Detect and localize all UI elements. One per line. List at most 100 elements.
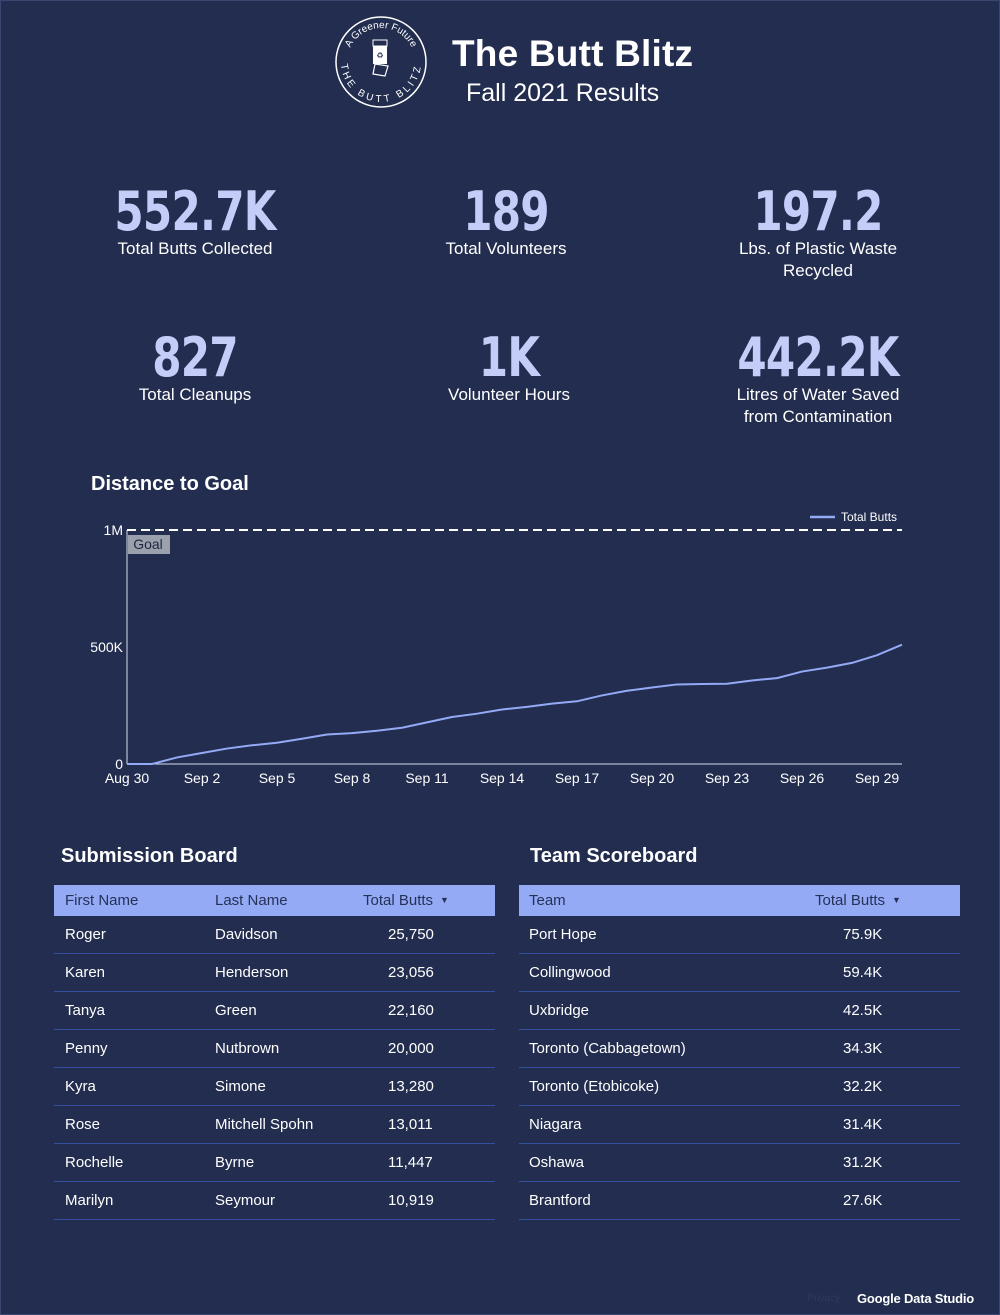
- table-cell: Byrne: [215, 1154, 255, 1171]
- logo-bottom-text: THE BUTT BLITZ: [338, 63, 421, 105]
- kpi-value: 197.2: [753, 180, 883, 243]
- x-tick-label: Sep 11: [405, 770, 449, 786]
- column-header-last-name[interactable]: Last Name: [215, 892, 288, 909]
- table-cell: 22,160: [388, 1002, 434, 1019]
- x-tick-label: Sep 14: [480, 770, 525, 786]
- kpi-value: 442.2K: [737, 326, 899, 389]
- distance-to-goal-chart[interactable]: 0 500K 1M Aug 30 Sep 2 Sep 5 Sep 8 Sep 11 Sep 14…: [70, 505, 920, 795]
- column-header-first-name[interactable]: First Name: [65, 892, 139, 909]
- table-cell: 23,056: [388, 964, 434, 981]
- table-row[interactable]: Roger Davidson 25,750: [54, 916, 495, 954]
- table-cell: Nutbrown: [215, 1040, 280, 1057]
- column-header-label: Total Butts: [363, 892, 434, 909]
- x-tick-label: Aug 30: [105, 770, 150, 786]
- table-row[interactable]: Port Hope 75.9K: [519, 916, 960, 954]
- x-tick-label: Sep 8: [334, 770, 371, 786]
- kpi-label: Litres of Water Saved from Contamination: [668, 384, 968, 428]
- kpi-label-line: Litres of Water Saved: [736, 385, 900, 404]
- column-header-total-butts[interactable]: Total Butts ▼: [363, 892, 449, 909]
- page-subtitle: Fall 2021 Results: [466, 79, 660, 107]
- table-cell: 59.4K: [843, 964, 883, 981]
- kpi-total-butts: 552.7K Total Butts Collected: [45, 180, 345, 260]
- butt-blitz-logo: A Greener Future THE BUTT BLITZ ♻: [335, 16, 427, 108]
- goal-label-box: [128, 535, 170, 554]
- google-data-studio-link[interactable]: Google Data Studio: [857, 1291, 975, 1306]
- chart-title: Distance to Goal: [91, 473, 249, 495]
- page-title: The Butt Blitz: [452, 33, 694, 74]
- kpi-label: Total Volunteers: [445, 239, 567, 258]
- kpi-value: 552.7K: [114, 180, 276, 243]
- table-cell: Uxbridge: [529, 1002, 590, 1019]
- table-cell: 20,000: [388, 1040, 434, 1057]
- table-row[interactable]: Toronto (Cabbagetown) 34.3K: [519, 1030, 960, 1068]
- privacy-link[interactable]: Privacy: [807, 1293, 840, 1304]
- sort-desc-icon[interactable]: ▼: [892, 895, 901, 905]
- x-tick-label: Sep 17: [555, 770, 600, 786]
- table-cell: 27.6K: [843, 1192, 883, 1209]
- table-cell: 10,919: [388, 1192, 434, 1209]
- kpi-plastic-waste: 197.2 Lbs. of Plastic Waste Recycled: [668, 180, 968, 282]
- table-cell: Rochelle: [65, 1154, 124, 1171]
- table-row[interactable]: Marilyn Seymour 10,919: [54, 1182, 495, 1220]
- sort-desc-icon[interactable]: ▼: [440, 895, 449, 905]
- table-cell: 31.4K: [843, 1116, 883, 1133]
- table-cell: 11,447: [388, 1154, 433, 1171]
- table-cell: Rose: [65, 1116, 101, 1133]
- table-body[interactable]: Port Hope 75.9K Collingwood 59.4K Uxbridge 42…: [519, 916, 960, 1234]
- table-cell: Oshawa: [529, 1154, 585, 1171]
- kpi-label-line: Recycled: [783, 261, 853, 280]
- column-header-team[interactable]: Team: [529, 892, 566, 909]
- series-line-total-butts: [127, 643, 903, 765]
- table-header: First Name Last Name Total Butts ▼: [54, 885, 495, 916]
- table-row[interactable]: Rose Mitchell Spohn 13,011: [54, 1106, 495, 1144]
- team-scoreboard-table[interactable]: Team Total Butts ▼ Port Hope 75.9K Collingw…: [519, 885, 960, 1234]
- table-cell: Penny: [65, 1040, 108, 1057]
- table-row[interactable]: Kyra Simone 13,280: [54, 1068, 495, 1106]
- table-cell: Karen: [65, 964, 106, 981]
- table-cell: 42.5K: [843, 1002, 883, 1019]
- table-cell: Seymour: [215, 1192, 276, 1209]
- table-cell: Simone: [215, 1078, 266, 1095]
- kpi-volunteer-hours: 1K Volunteer Hours: [359, 326, 659, 406]
- x-tick-label: Sep 2: [184, 770, 221, 786]
- table-row[interactable]: Niagara 31.4K: [519, 1106, 960, 1144]
- table-row[interactable]: Uxbridge 42.5K: [519, 992, 960, 1030]
- table-cell: 32.2K: [843, 1078, 883, 1095]
- table-cell: Toronto (Cabbagetown): [529, 1040, 686, 1057]
- table-row[interactable]: Brantford 27.6K: [519, 1182, 960, 1220]
- table-row[interactable]: Collingwood 59.4K: [519, 954, 960, 992]
- y-tick-label: 1M: [104, 522, 123, 538]
- table-row[interactable]: Toronto (Etobicoke) 32.2K: [519, 1068, 960, 1106]
- table-row[interactable]: Karen Henderson 23,056: [54, 954, 495, 992]
- kpi-label-line: from Contamination: [743, 407, 893, 426]
- table-row[interactable]: Rochelle Byrne 11,447: [54, 1144, 495, 1182]
- y-tick-label: 0: [115, 756, 123, 772]
- table-cell: Collingwood: [529, 964, 611, 981]
- submission-board-table[interactable]: First Name Last Name Total Butts ▼ Roger D…: [54, 885, 495, 1234]
- column-header-total-butts[interactable]: Total Butts ▼: [815, 892, 901, 909]
- kpi-label: Total Cleanups: [138, 385, 252, 404]
- table-body[interactable]: Roger Davidson 25,750 Karen Henderson 23,056 T…: [54, 916, 495, 1234]
- table-cell: 13,280: [388, 1078, 434, 1095]
- table-cell: Kyra: [65, 1078, 96, 1095]
- x-tick-label: Sep 29: [855, 770, 900, 786]
- table-cell: Tanya: [65, 1002, 106, 1019]
- table-cell: Mitchell Spohn: [215, 1116, 314, 1133]
- table-row[interactable]: Penny Nutbrown 20,000: [54, 1030, 495, 1068]
- kpi-label: Total Butts Collected: [117, 239, 273, 258]
- table-cell: 13,011: [388, 1116, 433, 1133]
- table-cell: 31.2K: [843, 1154, 883, 1171]
- table-row[interactable]: Oshawa 31.2K: [519, 1144, 960, 1182]
- kpi-water-saved: 442.2K Litres of Water Saved from Contam…: [668, 326, 968, 428]
- table-cell: Brantford: [529, 1192, 591, 1209]
- table-row[interactable]: Tanya Green 22,160: [54, 992, 495, 1030]
- team-scoreboard-title: Team Scoreboard: [530, 845, 698, 867]
- table-header: Team Total Butts ▼: [519, 885, 960, 916]
- table-cell: 25,750: [388, 926, 434, 943]
- table-cell: Port Hope: [529, 926, 597, 943]
- legend-label: Total Butts: [841, 510, 897, 524]
- kpi-value: 189: [463, 180, 549, 243]
- kpi-label: Lbs. of Plastic Waste Recycled: [668, 238, 968, 282]
- table-cell: Davidson: [215, 926, 278, 943]
- kpi-label-line: Lbs. of Plastic Waste: [738, 239, 898, 258]
